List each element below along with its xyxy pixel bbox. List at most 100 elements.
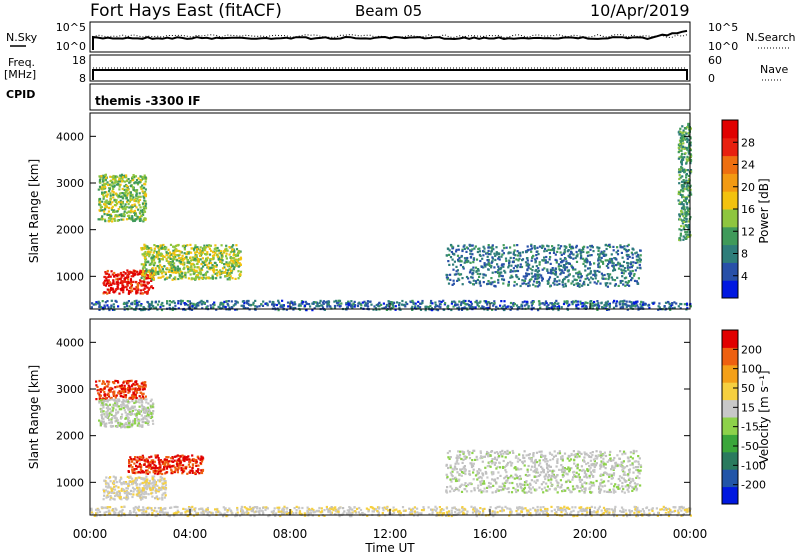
- scatter-cell: [203, 248, 206, 251]
- scatter-cell: [189, 259, 192, 262]
- scatter-cell: [112, 193, 115, 196]
- scatter-cell: [159, 276, 162, 279]
- scatter-cell: [231, 306, 234, 309]
- scatter-cell: [556, 275, 559, 278]
- scatter-cell: [140, 493, 143, 496]
- scatter-cell: [582, 247, 585, 251]
- scatter-cell: [177, 300, 180, 303]
- scatter-cell: [536, 270, 539, 273]
- scatter-cell: [112, 306, 116, 309]
- scatter-cell: [460, 260, 463, 263]
- scatter-cell: [135, 304, 138, 307]
- scatter-cell: [146, 277, 149, 280]
- scatter-cell: [136, 182, 139, 185]
- scatter-cell: [194, 251, 197, 254]
- scatter-cell: [142, 416, 145, 419]
- scatter-cell: [193, 306, 196, 309]
- scatter-cell: [372, 308, 375, 311]
- scatter-cell: [105, 411, 108, 414]
- scatter-cell: [637, 259, 640, 262]
- scatter-cell: [271, 303, 274, 306]
- scatter-cell: [121, 192, 124, 195]
- scatter-cell: [114, 179, 117, 182]
- scatter-cell: [130, 482, 134, 485]
- scatter-cell: [237, 259, 240, 262]
- scatter-cell: [606, 300, 609, 303]
- scatter-cell: [394, 305, 397, 308]
- scatter-cell: [492, 304, 495, 307]
- scatter-cell: [459, 259, 462, 262]
- scatter-cell: [105, 481, 108, 484]
- scatter-cell: [145, 398, 148, 401]
- scatter-cell: [139, 217, 142, 220]
- scatter-cell: [682, 195, 685, 198]
- scatter-cell: [131, 205, 134, 208]
- scatter-cell: [116, 287, 119, 290]
- scatter-cell: [136, 391, 139, 394]
- y-tick-label: 2000: [56, 224, 84, 237]
- scatter-cell: [141, 401, 144, 404]
- scatter-cell: [498, 275, 501, 278]
- scatter-cell: [684, 127, 687, 130]
- scatter-cell: [119, 497, 122, 500]
- scatter-cell: [327, 303, 330, 306]
- scatter-cell: [129, 286, 132, 289]
- scatter-cell: [221, 253, 224, 256]
- scatter-cell: [628, 272, 631, 275]
- scatter-cell: [583, 245, 586, 248]
- scatter-cell: [127, 389, 130, 392]
- scatter-cell: [139, 289, 143, 292]
- scatter-cell: [106, 380, 109, 383]
- scatter-cell: [110, 207, 114, 210]
- scatter-cell: [321, 306, 325, 309]
- scatter-cell: [621, 279, 624, 283]
- scatter-cell: [605, 304, 608, 307]
- scatter-cell: [138, 216, 141, 219]
- scatter-cell: [145, 487, 148, 490]
- scatter-cell: [195, 254, 198, 257]
- scatter-cell: [631, 256, 634, 259]
- scatter-cell: [113, 488, 117, 491]
- scatter-cell: [154, 267, 157, 270]
- scatter-cell: [199, 461, 202, 464]
- scatter-cell: [143, 463, 146, 466]
- scatter-cell: [687, 194, 690, 197]
- scatter-cell: [132, 493, 135, 496]
- scatter-cell: [124, 207, 127, 211]
- scatter-cell: [689, 127, 692, 130]
- scatter-cell: [194, 458, 198, 462]
- scatter-cell: [98, 185, 102, 188]
- scatter-cell: [107, 392, 110, 395]
- scatter-cell: [154, 491, 157, 494]
- scatter-cell: [290, 306, 293, 309]
- scatter-cell: [127, 387, 130, 390]
- scatter-cell: [687, 127, 691, 131]
- scatter-cell: [536, 285, 539, 288]
- scatter-cell: [171, 308, 174, 311]
- scatter-cell: [689, 169, 693, 172]
- scatter-cell: [299, 304, 302, 307]
- scatter-cell: [563, 467, 566, 470]
- scatter-cell: [543, 267, 546, 270]
- scatter-cell: [514, 488, 517, 491]
- scatter-cell: [535, 265, 538, 268]
- scatter-cell: [123, 193, 126, 196]
- scatter-cell: [496, 270, 499, 273]
- scatter-cell: [530, 272, 533, 275]
- scatter-cell: [113, 204, 117, 207]
- scatter-cell: [579, 250, 582, 253]
- scatter-cell: [565, 260, 568, 263]
- scatter-cell: [131, 218, 134, 221]
- scatter-cell: [133, 462, 136, 465]
- scatter-cell: [596, 246, 599, 249]
- scatter-cell: [137, 201, 140, 204]
- scatter-cell: [681, 135, 684, 138]
- scatter-cell: [117, 422, 120, 425]
- scatter-cell: [159, 254, 162, 257]
- scatter-cell: [140, 209, 143, 212]
- scatter-cell: [144, 195, 147, 198]
- scatter-cell: [518, 306, 521, 309]
- scatter-cell: [184, 467, 188, 470]
- scatter-cell: [430, 299, 433, 303]
- scatter-cell: [679, 234, 682, 237]
